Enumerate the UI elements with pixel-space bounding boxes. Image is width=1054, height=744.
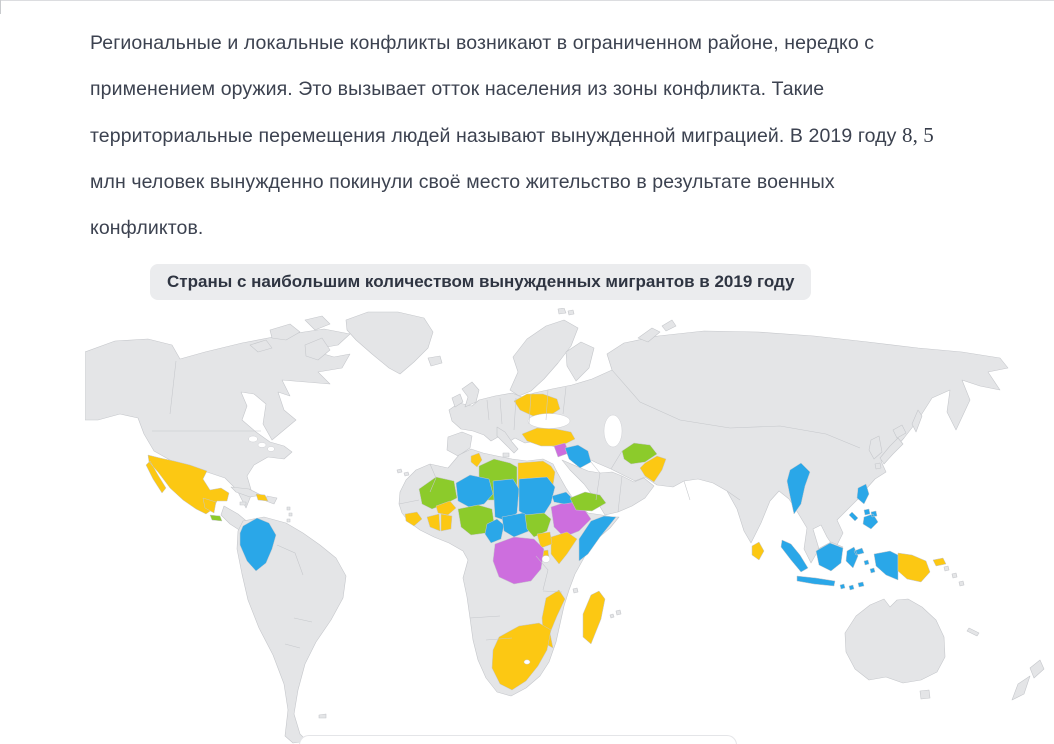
country-el-salvador bbox=[209, 514, 223, 522]
country-papua-new-guinea bbox=[897, 552, 947, 583]
country-ghana bbox=[440, 513, 453, 532]
lake-lesotho-cutout bbox=[523, 659, 531, 665]
border-iran bbox=[590, 450, 623, 474]
country-cameroon bbox=[484, 518, 505, 544]
landmass-novaya-zemlya bbox=[637, 319, 677, 343]
country-borders bbox=[152, 360, 861, 649]
world-map bbox=[85, 308, 1054, 744]
country-myanmar bbox=[786, 462, 811, 515]
landmass-italy bbox=[496, 426, 519, 458]
border-central-asia bbox=[611, 369, 861, 449]
country-sudan bbox=[518, 476, 556, 518]
landmass-canary-islands bbox=[396, 468, 410, 477]
country-mexico bbox=[145, 454, 230, 515]
landmass-eurasia bbox=[448, 330, 1009, 564]
landmass-south-america bbox=[236, 516, 347, 744]
border-arabia bbox=[595, 472, 623, 513]
country-burkina-faso bbox=[435, 500, 457, 516]
landmass-greenland bbox=[345, 311, 434, 375]
landmass-sakhalin bbox=[911, 409, 923, 433]
map-title-badge: Страны с наибольшим количеством вынужден… bbox=[150, 264, 812, 300]
landmass-australia bbox=[844, 598, 946, 684]
map-title: Страны с наибольшим количеством вынужден… bbox=[167, 272, 795, 291]
landmass-tasmania bbox=[919, 689, 931, 700]
country-kenya bbox=[550, 531, 578, 565]
left-border-tick bbox=[0, 0, 1, 14]
country-tunisia bbox=[470, 452, 483, 468]
landmass-arctic-islands bbox=[249, 315, 331, 361]
landmass-jamaica bbox=[239, 501, 247, 506]
country-niger bbox=[455, 474, 494, 508]
bottom-card-edge bbox=[299, 735, 737, 744]
landmass-pacific-islands bbox=[943, 565, 980, 637]
great-lake-erie bbox=[267, 446, 275, 452]
country-colombia bbox=[239, 517, 277, 572]
great-lake-huron bbox=[257, 442, 267, 448]
border-south-america bbox=[276, 544, 313, 649]
country-afghanistan bbox=[621, 442, 658, 465]
country-mali bbox=[418, 476, 458, 510]
country-yemen bbox=[569, 491, 607, 512]
landmass-indian-ocean-islands bbox=[572, 587, 622, 619]
lake-victoria bbox=[541, 555, 551, 563]
landmass-iceland bbox=[427, 355, 443, 367]
country-south-africa bbox=[491, 622, 552, 691]
landmass-korea bbox=[868, 435, 883, 460]
country-pakistan bbox=[639, 455, 667, 483]
landmass-lesser-antilles bbox=[286, 506, 293, 523]
formula-number: 8, 5 bbox=[901, 122, 934, 147]
inland-waters bbox=[248, 413, 623, 665]
landmass-japan bbox=[874, 424, 907, 470]
great-lake-superior bbox=[248, 435, 258, 443]
country-sri-lanka bbox=[751, 541, 765, 561]
landmass-svalbard bbox=[557, 308, 575, 316]
landmass-ireland bbox=[451, 393, 464, 408]
world-map-svg bbox=[85, 308, 1045, 744]
highlighted-countries bbox=[145, 393, 947, 691]
landmass-finland bbox=[565, 341, 595, 382]
border-alaska bbox=[169, 360, 177, 415]
paragraph-text-after: млн человек вынужденно покинули своё мес… bbox=[90, 170, 835, 239]
country-dr-congo bbox=[492, 536, 545, 585]
country-madagascar bbox=[582, 590, 606, 645]
landmass-iberia bbox=[446, 431, 473, 457]
country-haiti bbox=[255, 493, 269, 502]
country-uganda bbox=[536, 531, 553, 549]
country-chad bbox=[492, 478, 520, 522]
country-philippines bbox=[848, 483, 879, 530]
country-indonesia bbox=[780, 539, 899, 591]
border-africa-south bbox=[469, 555, 563, 641]
landmass-falklands bbox=[318, 713, 327, 719]
black-sea bbox=[527, 413, 571, 429]
border-europe bbox=[486, 386, 567, 431]
country-somalia bbox=[578, 515, 617, 562]
paragraph-text-before: Региональные и локальные конфликты возни… bbox=[90, 31, 902, 147]
landmass-cuba bbox=[230, 486, 262, 498]
country-eritrea bbox=[551, 491, 577, 505]
country-south-sudan bbox=[524, 512, 552, 538]
country-guinea bbox=[404, 511, 423, 527]
landmass-new-zealand bbox=[1011, 659, 1045, 701]
country-cote-divoire bbox=[426, 513, 441, 532]
landmass-britain bbox=[461, 381, 480, 408]
border-india bbox=[683, 480, 741, 501]
border-africa-north bbox=[398, 463, 437, 505]
top-border-line bbox=[0, 0, 1054, 1]
lesson-paragraph: Региональные и локальные конфликты возни… bbox=[90, 20, 942, 251]
caspian-sea bbox=[603, 414, 623, 448]
country-guatemala bbox=[202, 497, 217, 514]
landmass-scandinavia bbox=[509, 319, 579, 397]
